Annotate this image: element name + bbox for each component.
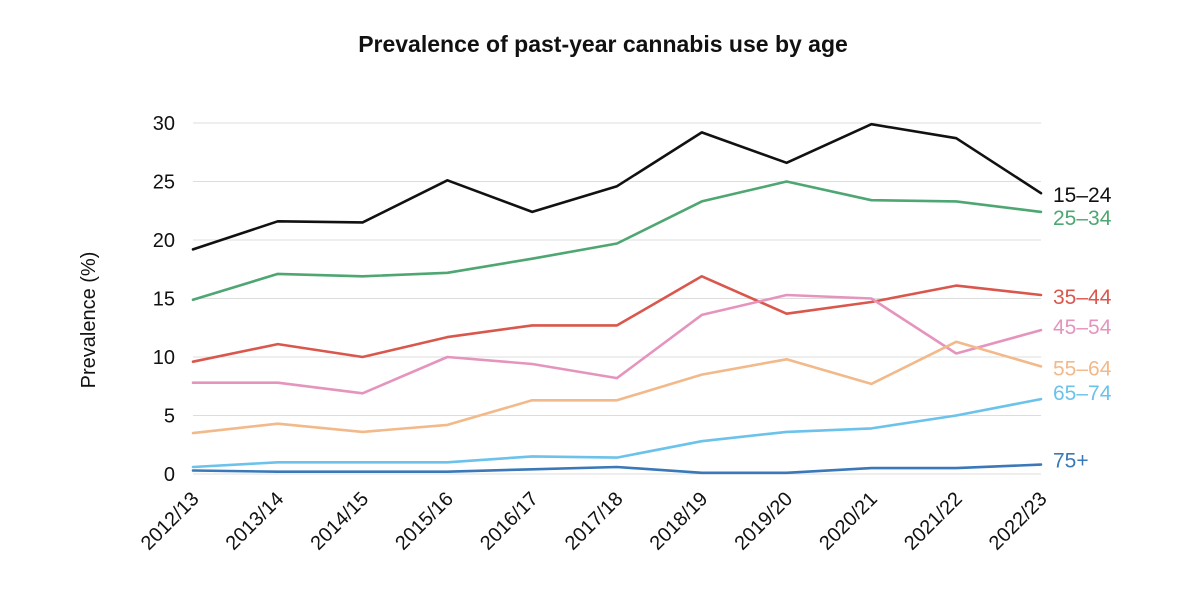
series-label: 65–74	[1053, 382, 1112, 405]
y-tick-label: 10	[153, 347, 175, 369]
y-tick-label: 5	[164, 406, 175, 428]
series-line	[191, 180, 1043, 302]
x-tick-label: 2021/22	[900, 488, 967, 555]
gridlines	[193, 122, 1041, 475]
y-tick-label: 15	[153, 289, 175, 311]
x-axis-ticks: 2012/13 2013/14 2014/15 2015/16 2016/17 2017/…	[137, 488, 1052, 555]
x-tick-label: 2022/23	[985, 488, 1052, 555]
x-tick-label: 2013/14	[222, 488, 289, 555]
x-tick-label: 2015/16	[391, 488, 458, 555]
chart-title: Prevalence of past-year cannabis use by …	[358, 31, 848, 57]
y-axis-ticks: 0 5 10 15 20 25 30	[153, 113, 175, 486]
series-label: 45–54	[1053, 316, 1112, 339]
y-tick-label: 30	[153, 113, 175, 135]
x-tick-label: 2014/15	[306, 488, 373, 555]
x-tick-label: 2018/19	[646, 488, 713, 555]
x-tick-label: 2017/18	[561, 488, 628, 555]
x-tick-label: 2016/17	[476, 488, 543, 555]
series-label: 75+	[1053, 450, 1089, 473]
series-label: 25–34	[1053, 207, 1112, 230]
x-tick-label: 2012/13	[137, 488, 204, 555]
series-line	[191, 340, 1043, 435]
y-axis-label: Prevalence (%)	[78, 252, 100, 389]
series-label: 55–64	[1053, 357, 1112, 380]
y-tick-label: 25	[153, 172, 175, 194]
series-line	[191, 122, 1043, 251]
series-line	[191, 463, 1043, 475]
y-tick-label: 20	[153, 230, 175, 252]
series-line	[191, 397, 1043, 469]
series-label: 35–44	[1053, 286, 1112, 309]
x-tick-label: 2020/21	[815, 488, 882, 555]
x-tick-label: 2019/20	[730, 488, 797, 555]
series-label: 15–24	[1053, 184, 1112, 207]
series-line	[191, 274, 1043, 364]
y-tick-label: 0	[164, 464, 175, 486]
series-lines	[191, 122, 1043, 475]
series-line	[191, 293, 1043, 395]
